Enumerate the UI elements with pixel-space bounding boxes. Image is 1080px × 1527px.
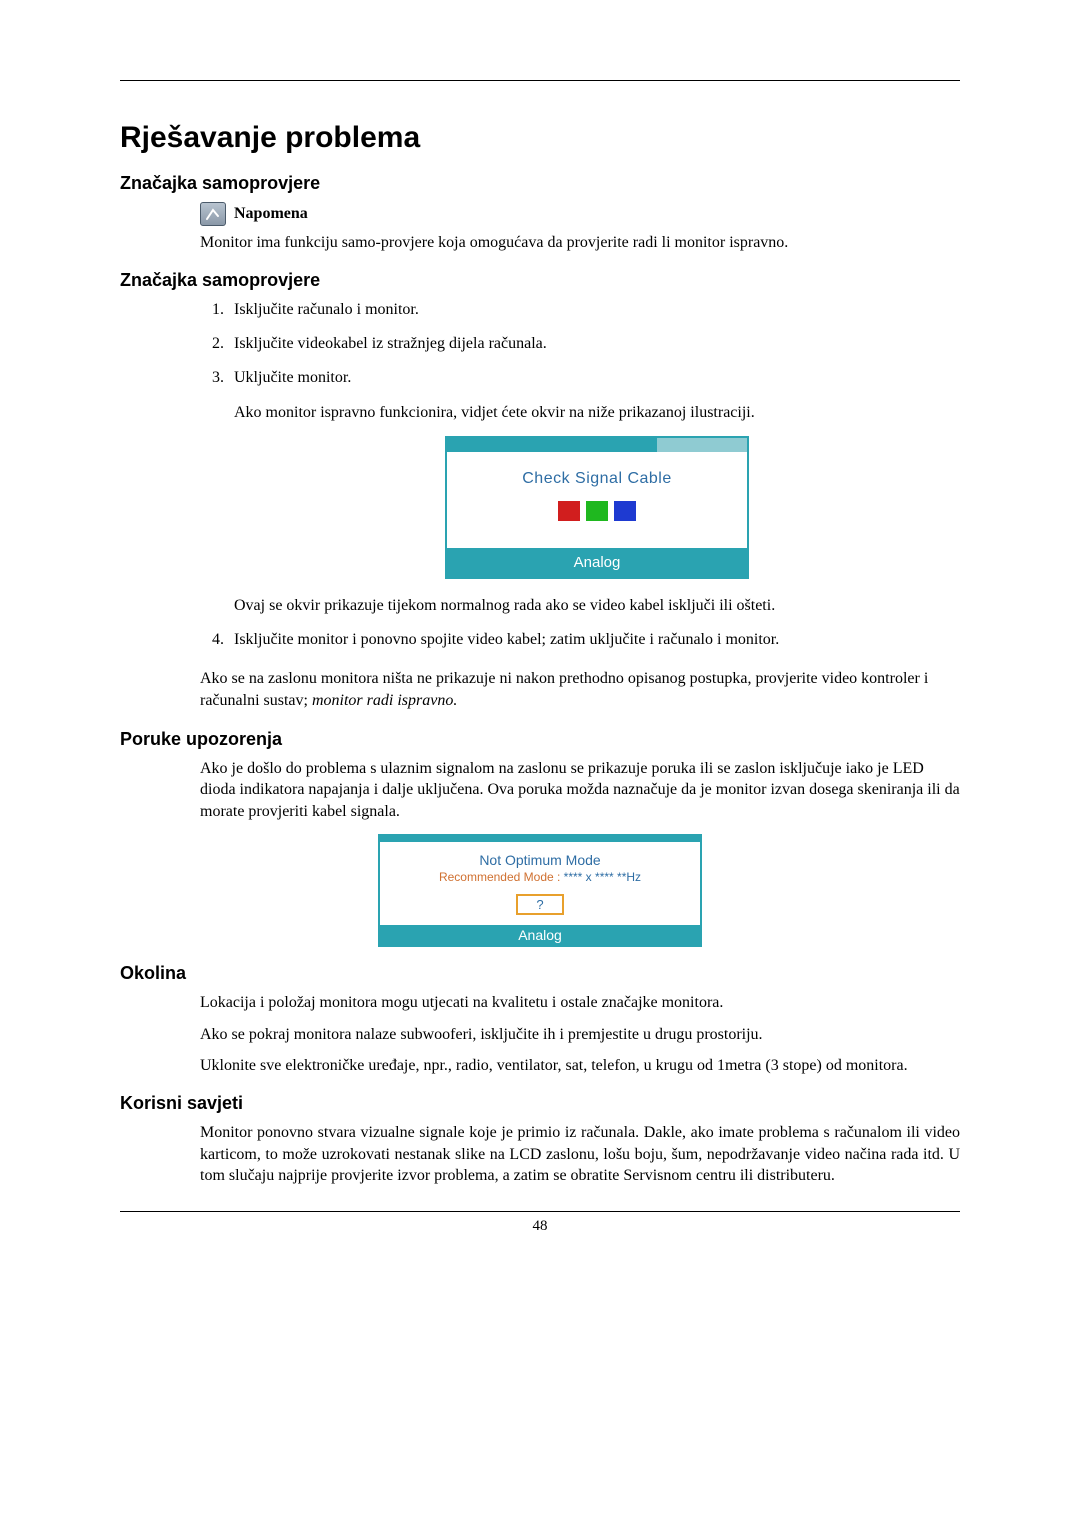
- step-item: Isključite videokabel iz stražnjeg dijel…: [228, 333, 960, 355]
- rgb-swatches: [558, 501, 636, 521]
- heading-selftest-2: Značajka samoprovjere: [120, 270, 960, 291]
- step-item: Uključite monitor. Ako monitor ispravno …: [228, 367, 960, 617]
- heading-warnings: Poruke upozorenja: [120, 729, 960, 750]
- step-after-text: Ovaj se okvir prikazuje tijekom normalno…: [234, 595, 960, 617]
- env-p3: Uklonite sve elektroničke uređaje, npr.,…: [200, 1055, 960, 1077]
- swatch-red: [558, 501, 580, 521]
- heading-environment: Okolina: [120, 963, 960, 984]
- swatch-green: [586, 501, 608, 521]
- step-text: Uključite monitor.: [234, 369, 351, 386]
- page-title: Rješavanje problema: [120, 121, 960, 155]
- closing-text: Ako se na zaslonu monitora ništa ne prik…: [200, 668, 960, 713]
- section-tips: Korisni savjeti Monitor ponovno stvara v…: [120, 1093, 960, 1187]
- swatch-blue: [614, 501, 636, 521]
- section-selftest-steps: Značajka samoprovjere Isključite računal…: [120, 270, 960, 713]
- osd1-body: Check Signal Cable: [447, 452, 747, 548]
- osd-box-1: Check Signal Cable Analog: [445, 436, 749, 579]
- env-p1: Lokacija i položaj monitora mogu utjecat…: [200, 992, 960, 1014]
- step-item: Isključite računalo i monitor.: [228, 299, 960, 321]
- osd2-body: Not Optimum Mode Recommended Mode : ****…: [380, 842, 700, 925]
- figure-check-signal: Check Signal Cable Analog: [234, 436, 960, 579]
- osd-box-2: Not Optimum Mode Recommended Mode : ****…: [378, 834, 702, 947]
- figure-not-optimum: Not Optimum Mode Recommended Mode : ****…: [120, 834, 960, 947]
- osd2-line1: Not Optimum Mode: [388, 852, 692, 868]
- osd2-line2: Recommended Mode : **** x **** **Hz: [388, 870, 692, 884]
- section-warnings: Poruke upozorenja Ako je došlo do proble…: [120, 729, 960, 948]
- warnings-body: Ako je došlo do problema s ulaznim signa…: [200, 758, 960, 823]
- osd2-line2-value: **** x **** **Hz: [564, 870, 641, 884]
- bottom-rule: [120, 1211, 960, 1212]
- osd2-button: ?: [516, 894, 564, 915]
- osd1-tabs: [447, 438, 747, 452]
- step-sub-text: Ako monitor ispravno funkcionira, vidjet…: [234, 402, 960, 424]
- note-icon: [200, 202, 226, 226]
- note-label: Napomena: [234, 205, 308, 223]
- osd1-tab-active: [447, 438, 657, 452]
- top-rule: [120, 80, 960, 81]
- closing-emphasis: monitor radi ispravno.: [312, 692, 457, 709]
- tips-body: Monitor ponovno stvara vizualne signale …: [200, 1122, 960, 1187]
- heading-selftest-1: Značajka samoprovjere: [120, 173, 960, 194]
- step-list: Isključite računalo i monitor. Isključit…: [200, 299, 960, 652]
- env-p2: Ako se pokraj monitora nalaze subwooferi…: [200, 1024, 960, 1046]
- step-text: Isključite monitor i ponovno spojite vid…: [234, 631, 779, 648]
- step-text: Isključite videokabel iz stražnjeg dijel…: [234, 335, 547, 352]
- note-body: Monitor ima funkciju samo-provjere koja …: [200, 232, 960, 254]
- step-text: Isključite računalo i monitor.: [234, 301, 419, 318]
- heading-tips: Korisni savjeti: [120, 1093, 960, 1114]
- document-page: Rješavanje problema Značajka samoprovjer…: [0, 0, 1080, 1527]
- page-number: 48: [120, 1218, 960, 1235]
- section-environment: Okolina Lokacija i položaj monitora mogu…: [120, 963, 960, 1077]
- step-item: Isključite monitor i ponovno spojite vid…: [228, 629, 960, 651]
- osd1-tab-inactive: [657, 438, 747, 452]
- osd2-footer: Analog: [380, 925, 700, 945]
- osd1-footer: Analog: [447, 548, 747, 577]
- osd2-line2-label: Recommended Mode :: [439, 870, 564, 884]
- note-block: Napomena: [200, 202, 960, 226]
- section-selftest-intro: Značajka samoprovjere Napomena Monitor i…: [120, 173, 960, 254]
- closing-plain: Ako se na zaslonu monitora ništa ne prik…: [200, 670, 928, 709]
- osd1-title: Check Signal Cable: [447, 468, 747, 490]
